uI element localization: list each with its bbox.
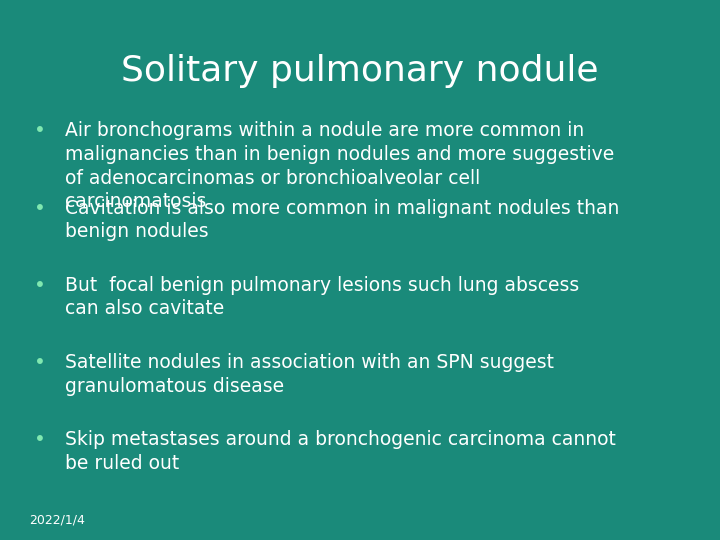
Text: •: • (34, 276, 45, 295)
Text: 2022/1/4: 2022/1/4 (29, 514, 85, 526)
Text: •: • (34, 430, 45, 449)
Text: Skip metastases around a bronchogenic carcinoma cannot
be ruled out: Skip metastases around a bronchogenic ca… (65, 430, 616, 473)
Text: •: • (34, 122, 45, 140)
Text: But  focal benign pulmonary lesions such lung abscess
can also cavitate: But focal benign pulmonary lesions such … (65, 276, 579, 319)
Text: •: • (34, 199, 45, 218)
Text: Solitary pulmonary nodule: Solitary pulmonary nodule (121, 54, 599, 88)
Text: Satellite nodules in association with an SPN suggest
granulomatous disease: Satellite nodules in association with an… (65, 353, 554, 396)
Text: Air bronchograms within a nodule are more common in
malignancies than in benign : Air bronchograms within a nodule are mor… (65, 122, 614, 211)
Text: Cavitation is also more common in malignant nodules than
benign nodules: Cavitation is also more common in malign… (65, 199, 619, 241)
Text: •: • (34, 353, 45, 372)
